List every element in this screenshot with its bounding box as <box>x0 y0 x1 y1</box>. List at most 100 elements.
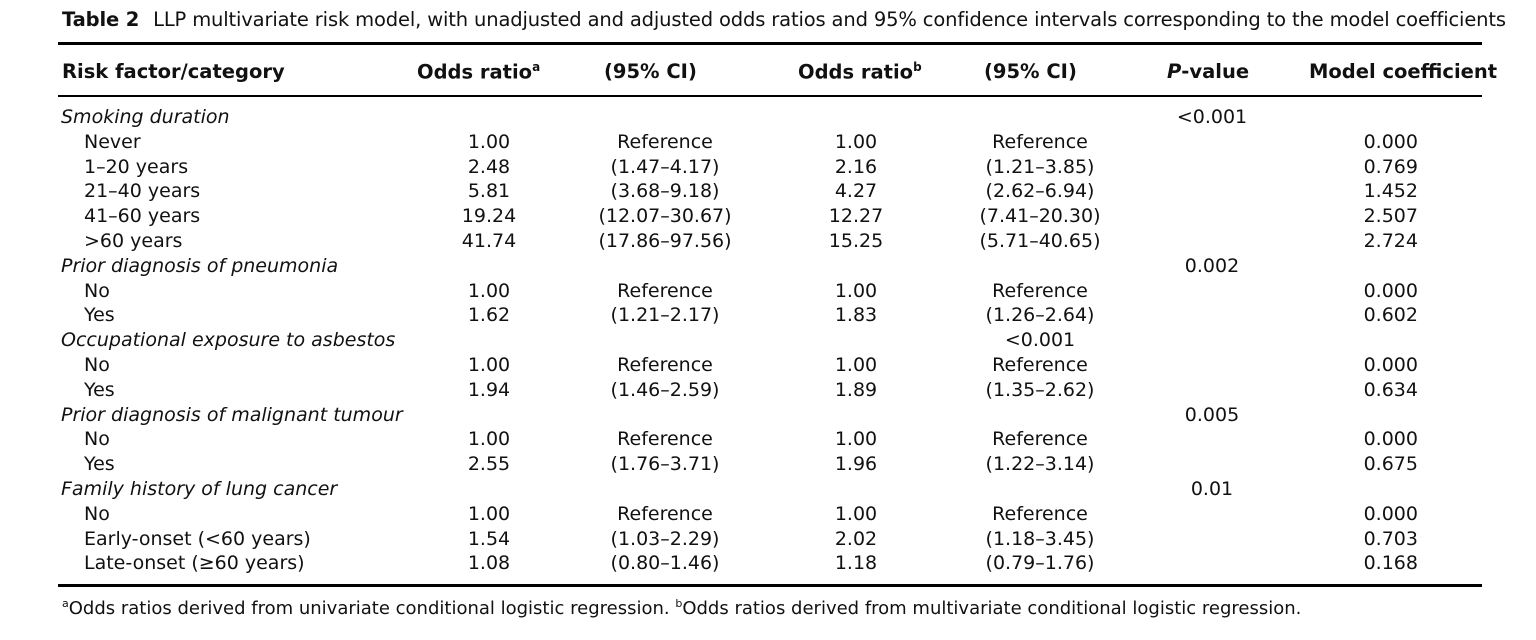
ci-adjusted: Reference <box>992 502 1088 525</box>
odds-ratio-unadjusted: 19.24 <box>461 205 517 228</box>
ci-unadjusted: (17.86–97.56) <box>598 230 732 252</box>
odds-ratio-adjusted: 1.00 <box>834 130 878 153</box>
table-row: Early-onset (<60 years) 1.54 (1.03–2.29) 2.… <box>0 528 1536 553</box>
header-or2-text: Odds ratio <box>798 60 914 84</box>
odds-ratio-adjusted: 1.00 <box>834 279 878 302</box>
row-label: No <box>84 428 110 451</box>
ci-adjusted: (1.18–3.45) <box>985 527 1095 550</box>
ci-unadjusted: (3.68–9.18) <box>610 180 720 203</box>
row-label: Occupational exposure to asbestos <box>61 329 396 352</box>
odds-ratio-adjusted: 1.00 <box>834 354 878 376</box>
table-row: Yes 1.94 (1.46–2.59) 1.89 (1.35–2.62) 0.634 <box>0 379 1536 404</box>
p-value: <0.001 <box>1176 106 1248 128</box>
model-coefficient: 2.507 <box>1363 205 1418 228</box>
ci-unadjusted: (0.80–1.46) <box>610 552 720 575</box>
row-label: Never <box>84 130 141 153</box>
model-coefficient: 0.675 <box>1363 453 1418 476</box>
footnote-b-mark: b <box>675 597 683 610</box>
header-odds-ratio-adjusted: Odds ratiob <box>798 60 922 84</box>
odds-ratio-unadjusted: 5.81 <box>467 180 511 203</box>
odds-ratio-adjusted: 1.83 <box>834 304 878 327</box>
ci-unadjusted: Reference <box>617 279 713 302</box>
model-coefficient: 0.000 <box>1363 130 1418 153</box>
ci-adjusted: Reference <box>992 279 1088 302</box>
table-row: Yes 2.55 (1.76–3.71) 1.96 (1.22–3.14) 0.675 <box>0 453 1536 478</box>
odds-ratio-adjusted: 1.00 <box>834 502 878 525</box>
table-row: No 1.00 Reference 1.00 Reference 0.000 <box>0 354 1536 379</box>
header-or1-text: Odds ratio <box>417 60 533 84</box>
row-label: Yes <box>84 453 115 476</box>
p-value: 0.01 <box>1190 478 1234 500</box>
table-caption: Table 2 LLP multivariate risk model, with… <box>62 8 1506 31</box>
table-row: No 1.00 Reference 1.00 Reference 0.000 <box>0 503 1536 528</box>
odds-ratio-unadjusted: 1.08 <box>467 552 511 575</box>
header-odds-ratio-unadjusted: Odds ratioa <box>417 60 540 84</box>
model-coefficient: 0.000 <box>1363 279 1418 302</box>
row-label: No <box>84 279 110 302</box>
table-row: No 1.00 Reference 1.00 Reference 0.000 <box>0 428 1536 453</box>
odds-ratio-adjusted: 2.16 <box>834 155 878 178</box>
odds-ratio-unadjusted: 1.00 <box>467 354 511 376</box>
ci-adjusted: Reference <box>992 130 1088 153</box>
odds-ratio-adjusted: 15.25 <box>828 230 884 252</box>
odds-ratio-unadjusted: 2.48 <box>467 155 511 178</box>
group-header-row: Prior diagnosis of pneumonia 0.002 <box>0 255 1536 280</box>
table-label: Table 2 <box>62 8 140 31</box>
odds-ratio-adjusted: 12.27 <box>828 205 884 228</box>
header-rule <box>58 95 1482 97</box>
ci-adjusted: (0.79–1.76) <box>985 552 1095 575</box>
odds-ratio-adjusted: 1.96 <box>834 453 878 476</box>
ci-adjusted: (5.71–40.65) <box>979 230 1101 252</box>
row-label: >60 years <box>84 230 183 252</box>
group-header-row: Family history of lung cancer 0.01 <box>0 478 1536 503</box>
group-header-row: Occupational exposure to asbestos <0.001 <box>0 329 1536 354</box>
footnote-marker-a: a <box>532 60 541 74</box>
model-coefficient: 0.634 <box>1363 378 1418 401</box>
row-label: Yes <box>84 378 115 401</box>
bottom-rule <box>58 584 1482 587</box>
model-coefficient: 0.000 <box>1363 428 1418 451</box>
odds-ratio-unadjusted: 1.54 <box>467 527 511 550</box>
table-row: 41–60 years 19.24 (12.07–30.67) 12.27 (7.41–… <box>0 205 1536 230</box>
row-label: Smoking duration <box>61 106 230 128</box>
row-label: Early-onset (<60 years) <box>84 527 311 550</box>
header-p-italic: P <box>1167 60 1182 83</box>
footnote-a-mark: a <box>62 597 69 610</box>
model-coefficient: 0.703 <box>1363 527 1418 550</box>
row-label: Family history of lung cancer <box>61 478 338 500</box>
model-coefficient: 0.000 <box>1363 354 1418 376</box>
ci-adjusted: (1.35–2.62) <box>985 378 1095 401</box>
odds-ratio-unadjusted: 1.62 <box>467 304 511 327</box>
odds-ratio-unadjusted: 1.00 <box>467 130 511 153</box>
header-ci-unadjusted: (95% CI) <box>604 60 697 83</box>
ci-unadjusted: Reference <box>617 354 713 376</box>
ci-adjusted: (2.62–6.94) <box>985 180 1095 203</box>
header-risk-factor: Risk factor/category <box>62 60 285 83</box>
table-row: 21–40 years 5.81 (3.68–9.18) 4.27 (2.62–6.94… <box>0 180 1536 205</box>
ci-adjusted: Reference <box>992 428 1088 451</box>
group-header-row: Prior diagnosis of malignant tumour 0.005 <box>0 404 1536 429</box>
row-label: 1–20 years <box>84 155 189 178</box>
odds-ratio-adjusted: 1.18 <box>834 552 878 575</box>
row-label: Yes <box>84 304 115 327</box>
table-row: Late-onset (≥60 years) 1.08 (0.80–1.46) 1.1… <box>0 552 1536 577</box>
row-label: No <box>84 502 110 525</box>
ci-unadjusted: (1.47–4.17) <box>610 155 720 178</box>
header-p-rest: -value <box>1181 60 1250 83</box>
odds-ratio-unadjusted: 41.74 <box>461 230 517 252</box>
table-row: 1–20 years 2.48 (1.47–4.17) 2.16 (1.21–3.85)… <box>0 156 1536 181</box>
footnote-a-text: Odds ratios derived from univariate cond… <box>68 598 670 619</box>
footnotes: aOdds ratios derived from univariate con… <box>62 597 1301 619</box>
p-value: <0.001 <box>1004 329 1076 352</box>
odds-ratio-unadjusted: 2.55 <box>467 453 511 476</box>
model-coefficient: 0.168 <box>1363 552 1418 575</box>
table-row: No 1.00 Reference 1.00 Reference 0.000 <box>0 280 1536 305</box>
ci-unadjusted: Reference <box>617 130 713 153</box>
odds-ratio-unadjusted: 1.00 <box>467 502 511 525</box>
model-coefficient: 2.724 <box>1363 230 1418 252</box>
footnote-marker-b: b <box>913 60 922 74</box>
model-coefficient: 1.452 <box>1363 180 1418 203</box>
row-label: No <box>84 354 110 376</box>
header-ci-adjusted: (95% CI) <box>984 60 1077 83</box>
ci-adjusted: (7.41–20.30) <box>979 205 1101 228</box>
